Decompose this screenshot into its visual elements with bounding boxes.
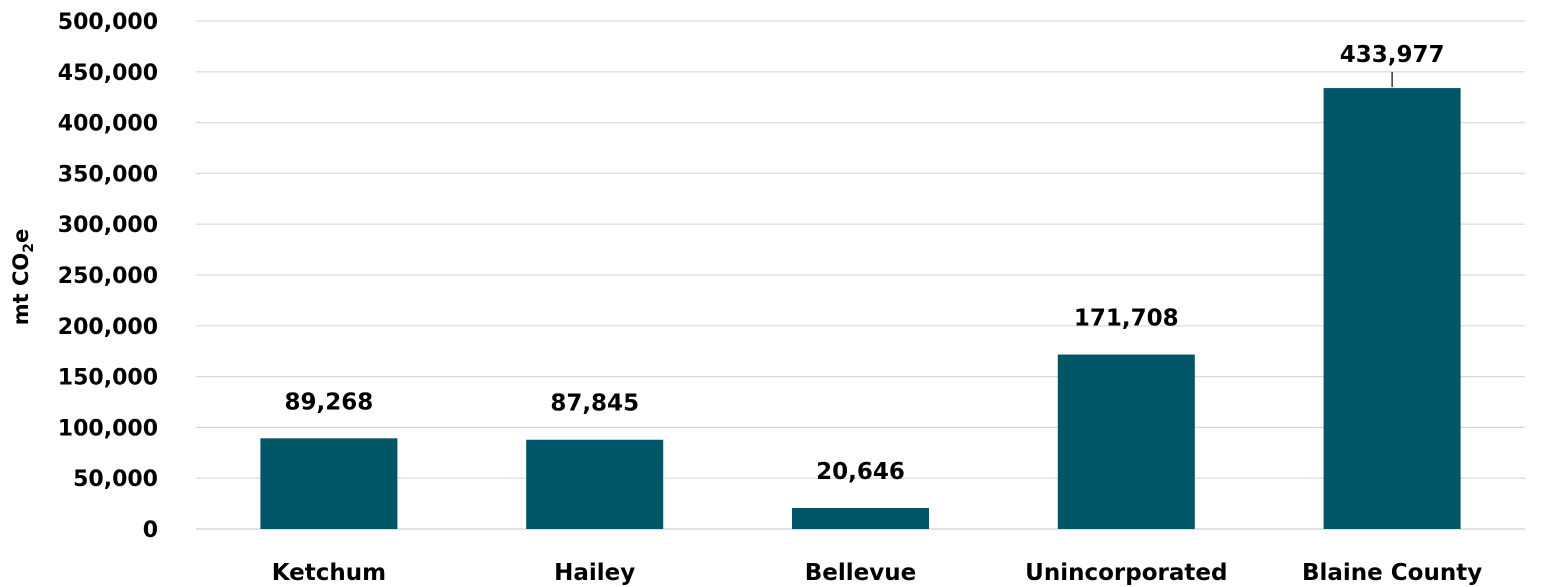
- y-axis-title-prefix: mt CO: [9, 253, 33, 326]
- data-label: 89,268: [285, 389, 374, 415]
- x-axis-category-labels: Ketchum Hailey Bellevue Unincorporated Blain…: [272, 560, 1483, 586]
- y-tick-label: 50,000: [73, 467, 158, 492]
- x-category-label: Ketchum: [272, 560, 386, 586]
- data-label: 433,977: [1340, 42, 1445, 68]
- y-tick-label: 250,000: [58, 264, 158, 289]
- data-labels: 89,268 87,845 20,646 171,708 433,977: [285, 42, 1445, 485]
- y-axis-title: mt CO2e: [9, 229, 37, 326]
- y-tick-label: 300,000: [58, 213, 158, 238]
- x-category-label: Hailey: [554, 560, 635, 586]
- y-tick-label: 350,000: [58, 162, 158, 187]
- bar: [260, 438, 398, 529]
- data-label: 87,845: [550, 391, 639, 417]
- y-tick-label: 0: [143, 518, 158, 543]
- y-tick-label: 100,000: [58, 416, 158, 441]
- data-label: 171,708: [1074, 306, 1179, 332]
- y-axis-title-subscript: 2: [21, 243, 37, 253]
- bar: [792, 508, 929, 529]
- y-axis-tick-labels: 0 50,000 100,000 150,000 200,000 250,000 300,0…: [58, 10, 158, 543]
- data-label: 20,646: [816, 459, 905, 485]
- x-category-label: Blaine County: [1302, 560, 1482, 586]
- bar: [1323, 88, 1461, 529]
- y-tick-label: 400,000: [58, 112, 158, 137]
- x-category-label: Unincorporated: [1025, 560, 1227, 586]
- y-tick-label: 200,000: [58, 315, 158, 340]
- y-tick-label: 150,000: [58, 366, 158, 391]
- y-tick-label: 500,000: [58, 10, 158, 35]
- bars: [260, 88, 1461, 529]
- bar: [526, 439, 664, 529]
- y-tick-label: 450,000: [58, 61, 158, 86]
- bar: [1057, 354, 1195, 529]
- y-axis-title-suffix: e: [9, 229, 33, 243]
- gridlines: [196, 20, 1525, 530]
- x-category-label: Bellevue: [805, 560, 916, 586]
